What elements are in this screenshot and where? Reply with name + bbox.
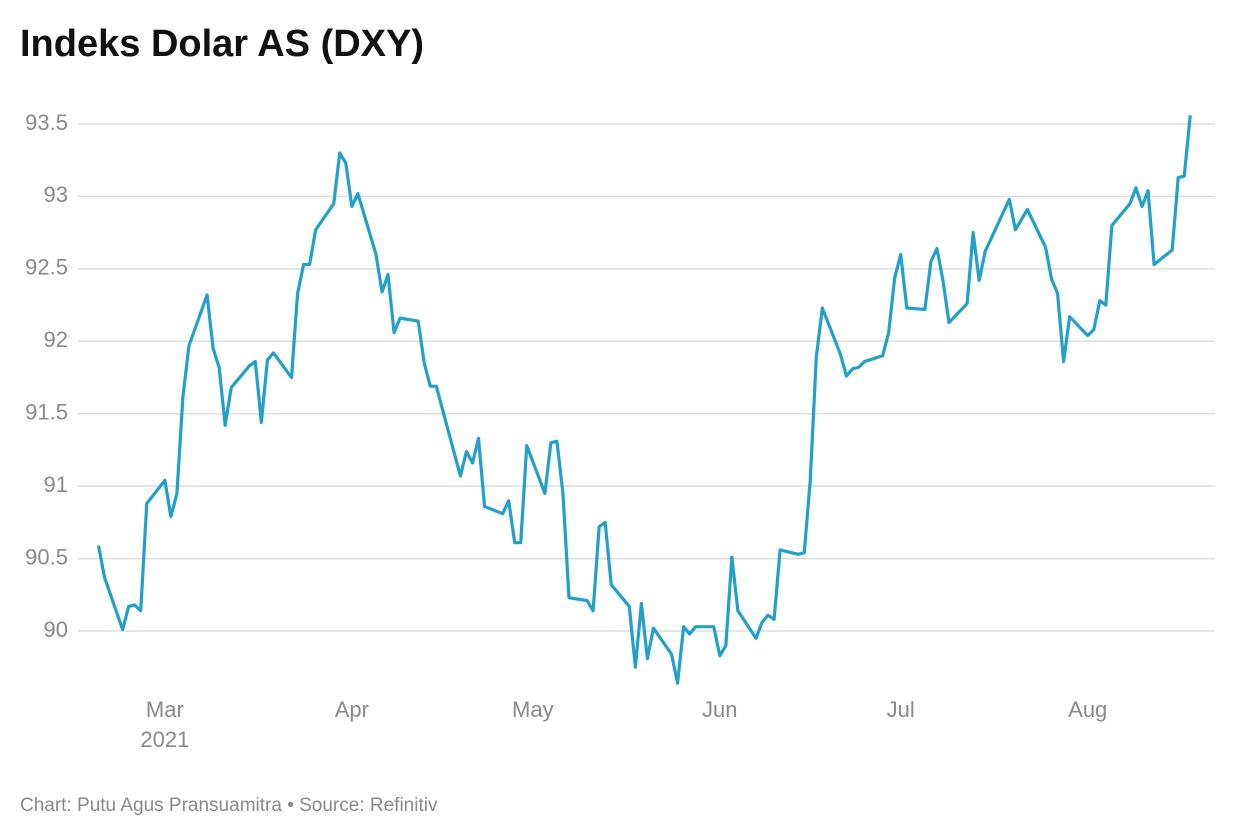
footer: Chart: Putu Agus Pransuamitra • Source: … — [20, 795, 438, 816]
x-tick-label: Aug — [1068, 697, 1107, 722]
y-tick-label: 91.5 — [25, 400, 68, 425]
y-tick-label: 92.5 — [25, 255, 68, 280]
x-tick-label: Mar — [146, 697, 184, 722]
y-tick-label: 91 — [44, 472, 68, 497]
line-series — [96, 115, 1192, 685]
y-tick-label: 92 — [44, 327, 68, 352]
y-tick-label: 93.5 — [25, 110, 68, 135]
x-tick-label: Jul — [887, 697, 915, 722]
x-sublabel: 2021 — [140, 727, 189, 752]
chart-title: Indeks Dolar AS (DXY) — [20, 23, 424, 65]
y-tick-label: 90 — [44, 617, 68, 642]
y-tick-label: 90.5 — [25, 544, 68, 569]
x-tick-label: Apr — [335, 697, 369, 722]
y-tick-label: 93 — [44, 182, 68, 207]
x-tick-label: May — [512, 697, 554, 722]
x-tick-label: Jun — [702, 697, 737, 722]
